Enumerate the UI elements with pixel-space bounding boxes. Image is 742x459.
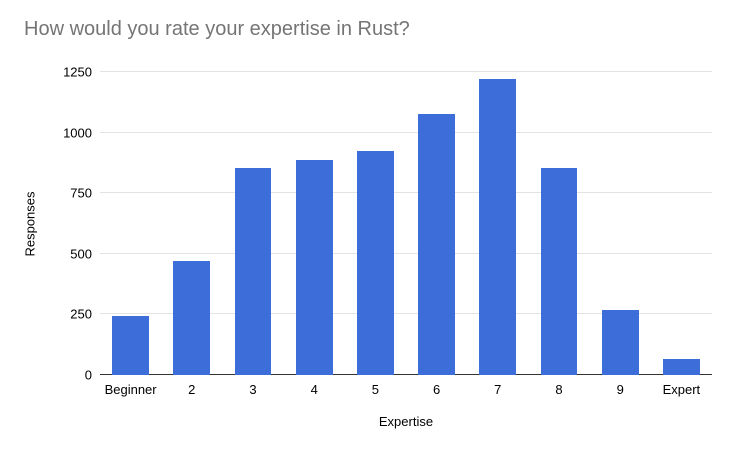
y-tick-label: 0 xyxy=(84,367,92,383)
x-axis-title: Expertise xyxy=(378,414,434,429)
bar-2 xyxy=(173,261,211,375)
gridline xyxy=(100,131,712,133)
x-tick-label: Expert xyxy=(662,382,701,397)
bar-8 xyxy=(540,167,578,375)
bar-expert xyxy=(663,359,700,375)
x-tick-label: 7 xyxy=(494,382,502,397)
y-tick-label: 250 xyxy=(70,306,92,322)
bar-4 xyxy=(295,160,333,375)
gridline xyxy=(100,192,712,194)
x-tick-label: 3 xyxy=(249,382,257,397)
bar-3 xyxy=(234,167,272,375)
x-tick-label: Beginner xyxy=(104,382,157,397)
x-axis-ticks: Beginner 2 3 4 5 6 7 8 9 Expert xyxy=(100,382,712,400)
x-tick-label: 6 xyxy=(432,382,441,397)
y-tick-label: 750 xyxy=(70,185,92,201)
y-tick-label: 500 xyxy=(70,246,92,262)
x-tick-label: 8 xyxy=(555,382,563,397)
x-tick-label: 5 xyxy=(371,382,380,397)
y-tick-label: 1000 xyxy=(63,125,92,141)
bar-6 xyxy=(418,114,455,375)
plot-area xyxy=(100,71,712,375)
y-axis-ticks: 0 250 500 750 1000 1250 xyxy=(0,65,92,383)
gridline xyxy=(100,252,712,254)
x-tick-label: 2 xyxy=(188,382,196,397)
bar-9 xyxy=(601,309,639,375)
gridline xyxy=(100,313,712,315)
x-axis-line xyxy=(100,374,712,375)
gridline xyxy=(100,71,712,72)
bar-7 xyxy=(479,79,517,375)
bar-beginner xyxy=(112,315,149,375)
y-tick-label: 1250 xyxy=(63,64,92,80)
bar-5 xyxy=(357,150,394,375)
x-tick-label: 4 xyxy=(310,382,318,397)
x-tick-label: 9 xyxy=(616,382,624,397)
chart-title: How would you rate your expertise in Rus… xyxy=(24,18,410,40)
